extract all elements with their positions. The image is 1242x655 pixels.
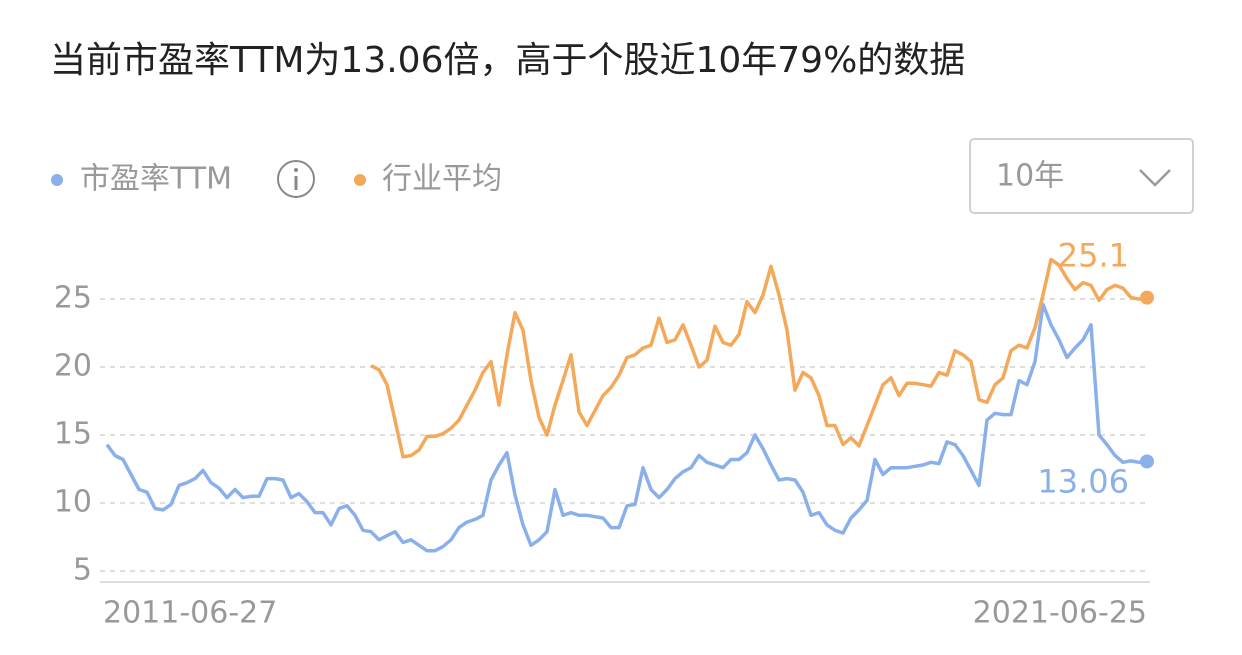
y-tick-label: 10 bbox=[54, 485, 92, 520]
y-tick-label: 15 bbox=[54, 417, 92, 452]
period-dropdown[interactable]: 10年 bbox=[969, 138, 1194, 214]
dropdown-label[interactable]: 10年 bbox=[996, 159, 1064, 194]
y-tick-label: 20 bbox=[54, 349, 92, 384]
legend-swatch bbox=[354, 174, 366, 186]
series-line bbox=[105, 302, 1148, 553]
info-icon[interactable] bbox=[277, 160, 315, 198]
y-tick-label: 5 bbox=[73, 553, 92, 588]
series-line bbox=[370, 257, 1148, 459]
end-value-label: 25.1 bbox=[1058, 237, 1129, 275]
x-tick-label: 2011-06-27 bbox=[103, 596, 277, 631]
end-point bbox=[1140, 290, 1154, 305]
y-tick-label: 25 bbox=[54, 280, 92, 315]
end-value-label: 13.06 bbox=[1037, 462, 1129, 500]
chart-title: 当前市盈率TTM为13.06倍，高于个股近10年79%的数据 bbox=[50, 40, 965, 81]
legend-label[interactable]: 市盈率TTM bbox=[80, 162, 232, 197]
legend-label[interactable]: 行业平均 bbox=[382, 162, 502, 197]
x-tick-label: 2021-06-25 bbox=[973, 596, 1147, 631]
end-point bbox=[1140, 454, 1154, 469]
legend-swatch bbox=[51, 174, 63, 186]
